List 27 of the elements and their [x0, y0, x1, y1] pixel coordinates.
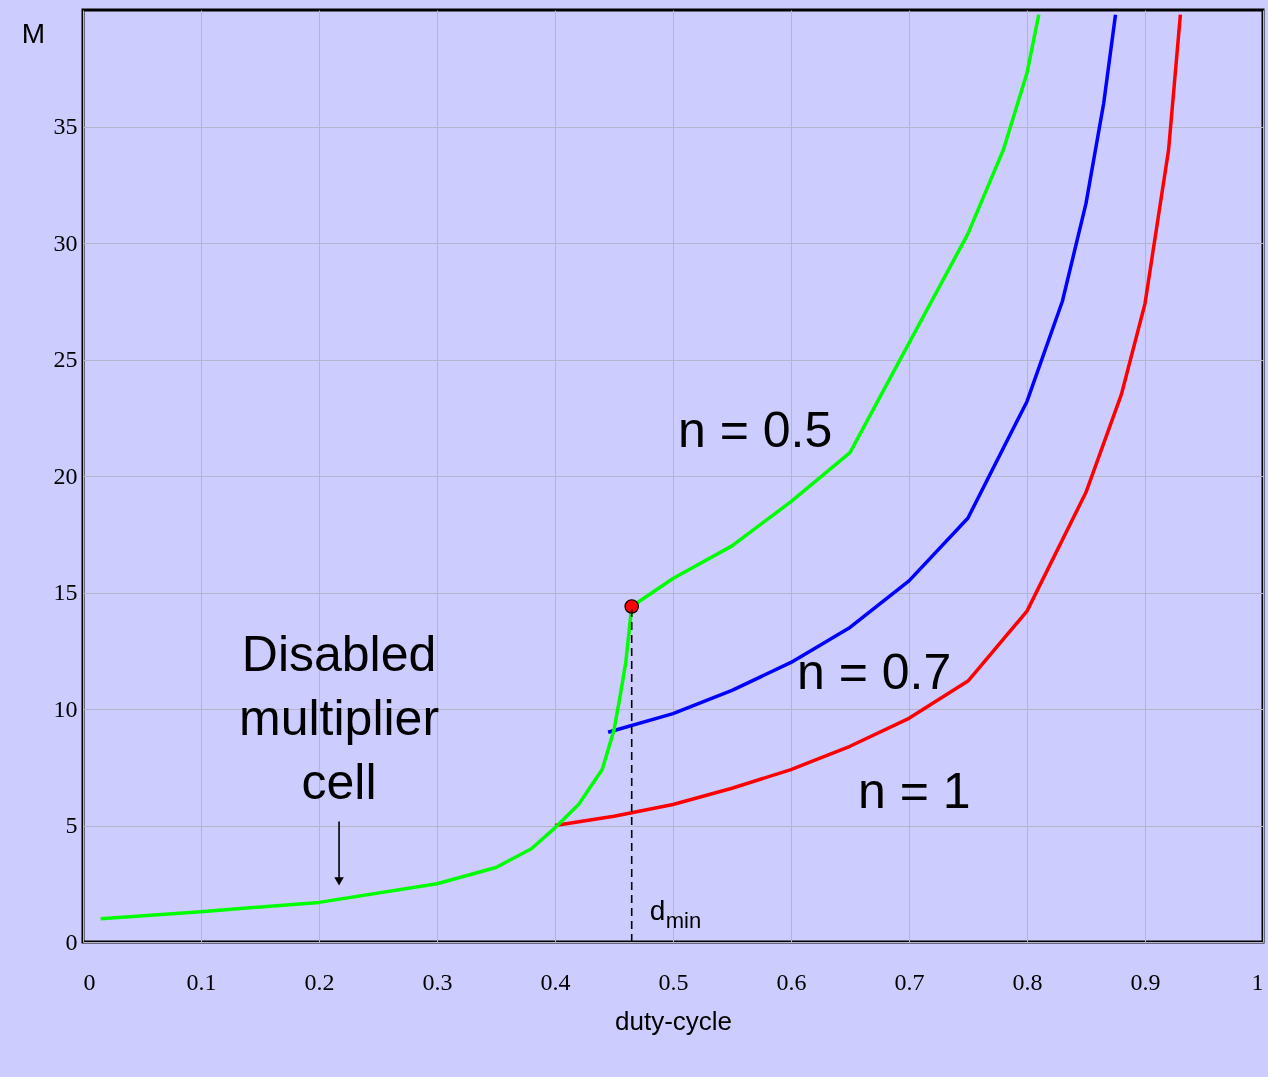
- x-tick-label: 0: [83, 968, 96, 995]
- x-tick-label: 0.2: [304, 968, 335, 995]
- y-tick-label: 20: [53, 462, 78, 489]
- line-series: [606, 12, 1118, 735]
- x-tick-label: 0.9: [1130, 968, 1161, 995]
- annotation: Disabled multiplier cell: [239, 626, 440, 811]
- y-tick-label: 5: [65, 812, 78, 838]
- x-tick-label: 0.8: [1012, 968, 1043, 995]
- series-label: n = 0.7: [797, 644, 952, 701]
- y-tick-label: 35: [53, 113, 78, 139]
- y-axis-title: M: [21, 17, 46, 49]
- line-series: [553, 12, 1183, 828]
- x-tick-label: 1: [1251, 968, 1264, 995]
- series-label: n = 1: [858, 763, 971, 820]
- x-tick-label: 0.1: [186, 968, 217, 995]
- series-label: n = 0.5: [678, 401, 833, 458]
- x-axis-title: duty-cycle: [614, 1005, 733, 1036]
- x-tick-label: 0.3: [422, 968, 453, 995]
- y-tick-label: 15: [53, 579, 78, 605]
- x-tick-label: 0.5: [658, 968, 689, 995]
- y-tick-label: 25: [53, 346, 78, 372]
- x-tick-label: 0.4: [540, 968, 571, 995]
- y-tick-label: 30: [53, 229, 78, 256]
- y-tick-label: 0: [65, 928, 78, 955]
- x-tick-label: 0.6: [776, 968, 807, 995]
- x-tick-label: 0.7: [894, 968, 925, 995]
- y-tick-label: 10: [53, 695, 78, 722]
